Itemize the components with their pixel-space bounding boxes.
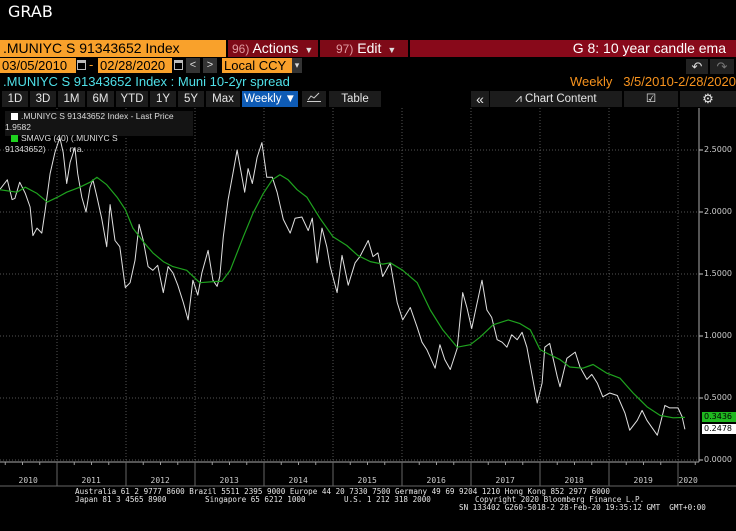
- legend-item-price[interactable]: .MUNIYC S 91343652 Index - Last Price 1.…: [5, 111, 193, 133]
- x-tick-label: 2014: [288, 476, 308, 485]
- footer-line-2a: Japan 81 3 4565 8900: [75, 495, 167, 504]
- chart-legend: .MUNIYC S 91343652 Index - Last Price 1.…: [5, 111, 193, 154]
- range-dates: 3/5/2010-2/28/2020: [623, 74, 736, 89]
- period-1d[interactable]: 1D: [2, 91, 28, 107]
- range-frequency: Weekly: [569, 74, 613, 89]
- caret-down-icon: ▼: [304, 45, 314, 55]
- legend-label-price: .MUNIYC S 91343652 Index - Last Price 1.…: [5, 111, 174, 132]
- x-tick-label: 2016: [426, 476, 446, 485]
- chart-name: G 8: 10 year candle ema: [410, 40, 736, 57]
- end-date-input[interactable]: 02/28/2020: [98, 58, 172, 73]
- legend-item-sma[interactable]: SMAVG (40) (.MUNIYC S 91343652) n.a.: [5, 133, 193, 155]
- grab-label: GRAB: [8, 2, 53, 21]
- currency-select[interactable]: Local CCY: [222, 58, 292, 73]
- table-button[interactable]: Table: [329, 91, 381, 107]
- next-button[interactable]: >: [203, 58, 217, 73]
- y-tick-label: 2.0000: [704, 207, 732, 216]
- edit-menu[interactable]: 97) Edit ▼: [320, 40, 408, 57]
- price-line: [0, 137, 686, 436]
- chart-type-icon[interactable]: [302, 91, 326, 107]
- period-3d[interactable]: 3D: [30, 91, 56, 107]
- calendar-icon[interactable]: [77, 60, 86, 70]
- legend-swatch-sma: [11, 135, 18, 143]
- x-tick-label: 2018: [564, 476, 584, 485]
- legend-label-sma: SMAVG (40) (.MUNIYC S 91343652): [5, 133, 118, 154]
- actions-number: 96): [232, 42, 250, 56]
- period-1y[interactable]: 1Y: [150, 91, 176, 107]
- redo-button[interactable]: ↷: [710, 59, 734, 74]
- period-1m[interactable]: 1M: [58, 91, 85, 107]
- gear-icon[interactable]: ⚙: [680, 91, 736, 107]
- period-max[interactable]: Max: [206, 91, 240, 107]
- period-6m[interactable]: 6M: [87, 91, 114, 107]
- x-tick-label: 2010: [18, 476, 38, 485]
- chart-content-icon: ⩘: [515, 93, 526, 105]
- y-tick-label: 2.5000: [704, 145, 732, 154]
- x-tick-label: 2015: [357, 476, 377, 485]
- x-tick-label: 2019: [633, 476, 653, 485]
- y-tick-label: 0.0000: [704, 455, 732, 464]
- x-tick-label: 2011: [81, 476, 101, 485]
- sma-line: [0, 174, 685, 419]
- actions-label: Actions: [252, 40, 299, 56]
- undo-button[interactable]: ↶: [686, 59, 708, 74]
- edit-number: 97): [336, 42, 354, 56]
- x-tick-label: 2012: [150, 476, 170, 485]
- edit-label: Edit: [357, 40, 382, 56]
- date-dash: -: [89, 57, 94, 72]
- frequency-select[interactable]: Weekly ▼: [242, 91, 298, 107]
- sma-last-value: 0.3436: [702, 412, 736, 422]
- footer-line-3: SN 133402 G260-5018-2 28-Feb-20 19:35:12…: [459, 503, 706, 512]
- footer-line-2c: U.S. 1 212 318 2000: [344, 495, 431, 504]
- legend-swatch-price: [11, 113, 18, 121]
- footer-line-2b: Singapore 65 6212 1000: [205, 495, 306, 504]
- prev-button[interactable]: <: [186, 58, 200, 73]
- period-ytd[interactable]: YTD: [116, 91, 148, 107]
- price-last-value: 0.2478: [702, 424, 736, 434]
- currency-dropdown-icon[interactable]: ▾: [292, 58, 302, 73]
- chart-content-button[interactable]: ⩘ Chart Content: [490, 91, 622, 107]
- security-field[interactable]: .MUNIYC S 91343652 Index: [0, 40, 226, 57]
- footer-copyright: Copyright 2020 Bloomberg Finance L.P.: [475, 495, 645, 504]
- period-5y[interactable]: 5Y: [178, 91, 204, 107]
- annotate-icon[interactable]: ☑: [624, 91, 678, 107]
- actions-menu[interactable]: 96) Actions ▼: [228, 40, 318, 57]
- collapse-button[interactable]: «: [471, 91, 489, 107]
- y-tick-label: 1.0000: [704, 331, 732, 340]
- x-tick-label: 2020: [678, 476, 698, 485]
- chart-content-label: Chart Content: [525, 93, 597, 105]
- range-info: Weekly 3/5/2010-2/28/2020: [570, 74, 736, 89]
- header-bar: .MUNIYC S 91343652 Index 96) Actions ▼ 97…: [0, 40, 736, 57]
- x-tick-label: 2017: [495, 476, 515, 485]
- caret-down-icon: ▼: [387, 45, 397, 55]
- x-tick-label: 2013: [219, 476, 239, 485]
- chart-toolbar: 1D 3D 1M 6M YTD 1Y 5Y Max Weekly ▼ Table…: [0, 91, 736, 107]
- chart-subtitle: .MUNIYC S 91343652 Index : Muni 10-2yr s…: [3, 74, 290, 89]
- start-date-input[interactable]: 03/05/2010: [0, 58, 76, 73]
- y-tick-label: 1.5000: [704, 269, 732, 278]
- footer-line-1: Australia 61 2 9777 8600 Brazil 5511 239…: [75, 487, 610, 496]
- calendar-icon[interactable]: [174, 60, 183, 70]
- y-tick-label: 0.5000: [704, 393, 732, 402]
- legend-value-sma: n.a.: [69, 144, 84, 154]
